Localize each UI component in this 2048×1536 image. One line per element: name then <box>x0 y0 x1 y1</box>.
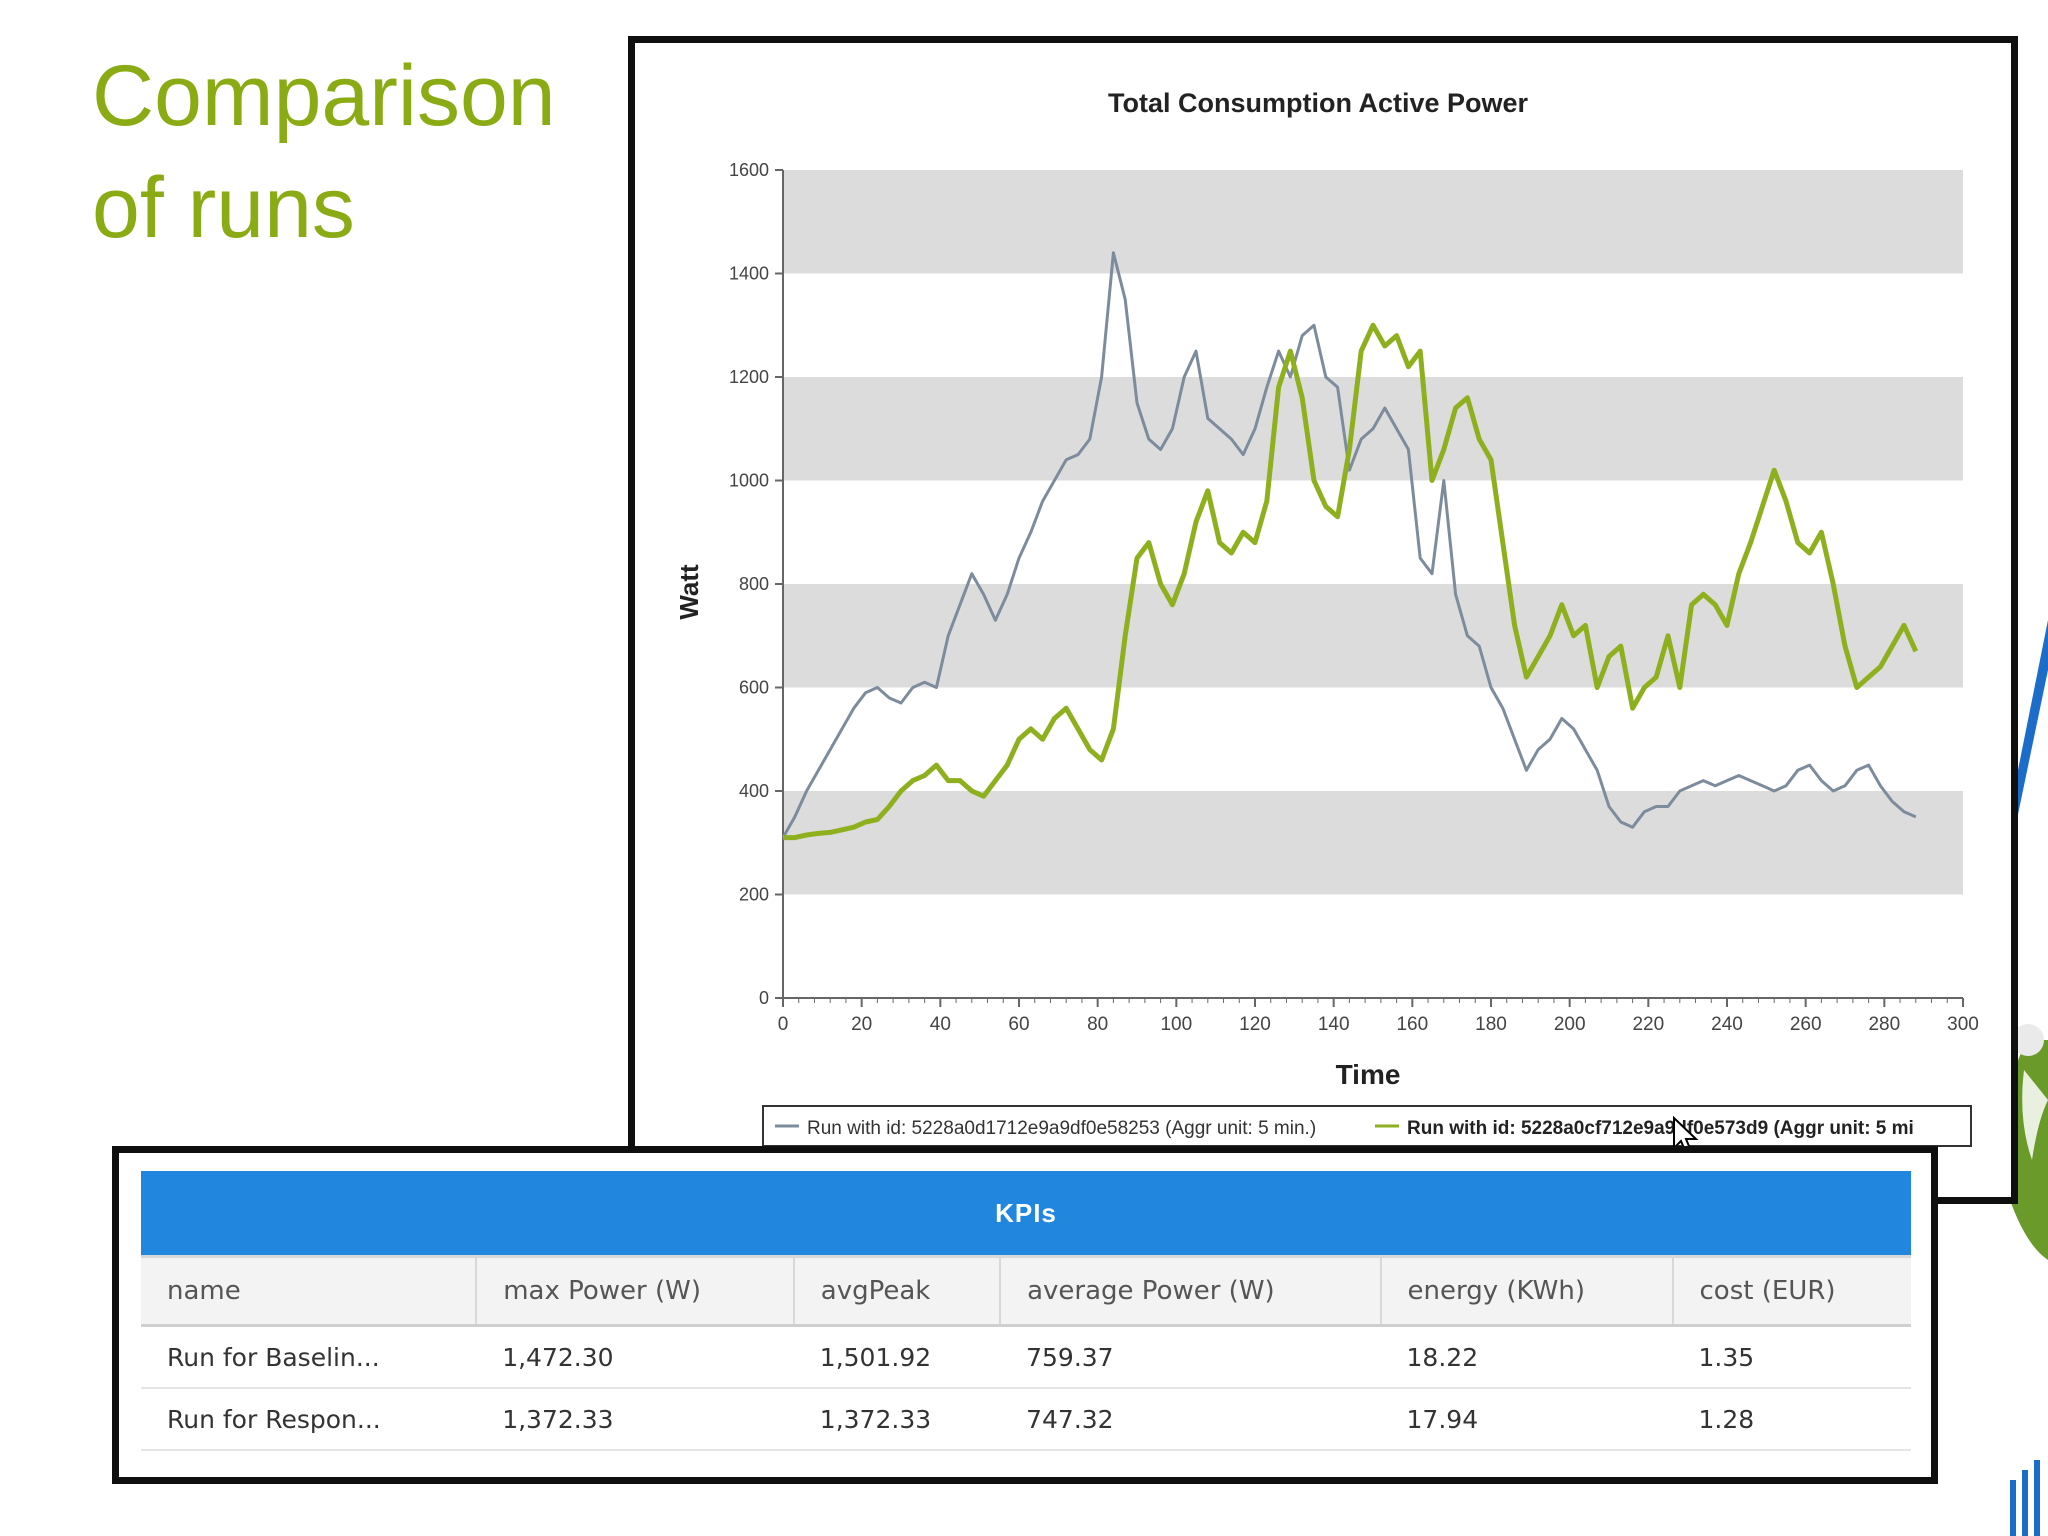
kpi-table-title: KPIs <box>141 1171 1911 1255</box>
y-axis-label: Watt <box>674 564 704 620</box>
legend-item-baseline[interactable]: Run with id: 5228a0d1712e9a9df0e58253 (A… <box>807 1118 1316 1139</box>
x-tick-label: 80 <box>1087 1014 1108 1035</box>
cell-average-power: 747.32 <box>1000 1388 1381 1451</box>
cell-average-power: 759.37 <box>1000 1325 1381 1389</box>
x-tick-label: 300 <box>1947 1014 1979 1035</box>
series-lines <box>781 251 1919 841</box>
column-header-energy[interactable]: energy (KWh) <box>1380 1255 1674 1327</box>
x-tick-label: 260 <box>1790 1014 1822 1035</box>
slide-title-line1: Comparison <box>92 48 556 144</box>
y-tick-label: 1000 <box>729 471 769 491</box>
y-tick-label: 1600 <box>729 160 769 180</box>
cell-energy: 18.22 <box>1380 1325 1673 1389</box>
table-row[interactable]: Run for Respon... 1,372.33 1,372.33 747.… <box>141 1388 1911 1451</box>
cell-max-power: 1,472.30 <box>476 1325 794 1389</box>
decorative-globe-graphic <box>1998 620 2048 1536</box>
x-tick-label: 60 <box>1008 1014 1029 1035</box>
kpi-panel: KPIs name max Power (W) avgPeak average … <box>112 1146 1938 1484</box>
cell-cost: 1.35 <box>1672 1325 1911 1389</box>
slide-title: Comparison of runs <box>92 40 652 264</box>
grid-band <box>783 170 1963 274</box>
series-line-response <box>783 322 1919 841</box>
cell-max-power: 1,372.33 <box>476 1388 794 1451</box>
x-tick-label: 120 <box>1239 1014 1271 1035</box>
chart-panel: Total Consumption Active Power 0 200 400 60… <box>628 36 2018 1204</box>
x-tick-label: 100 <box>1160 1014 1192 1035</box>
column-header-average-power[interactable]: average Power (W) <box>1000 1255 1382 1327</box>
grid-band <box>783 584 1963 688</box>
y-tick-label: 1200 <box>729 367 769 387</box>
cell-name: Run for Respon... <box>141 1388 477 1451</box>
legend-item-response[interactable]: Run with id: 5228a0cf712e9a9df0e573d9 (A… <box>1407 1118 1914 1139</box>
chart-title: Total Consumption Active Power <box>1108 88 1529 118</box>
x-tick-label: 180 <box>1475 1014 1507 1035</box>
y-tick-label: 0 <box>759 988 769 1008</box>
y-tick-label: 600 <box>739 678 769 698</box>
column-header-avg-peak[interactable]: avgPeak <box>793 1255 1002 1327</box>
kpi-table: name max Power (W) avgPeak average Power… <box>141 1255 1911 1451</box>
x-tick-label: 240 <box>1711 1014 1743 1035</box>
slide-title-line2: of runs <box>92 160 355 256</box>
y-tick-label: 800 <box>739 574 769 594</box>
cell-energy: 17.94 <box>1380 1388 1673 1451</box>
table-row[interactable]: Run for Baselin... 1,472.30 1,501.92 759… <box>141 1325 1911 1389</box>
x-tick-label: 200 <box>1554 1014 1586 1035</box>
y-axis-ticks: 0 200 400 600 800 1000 1200 1400 1600 <box>729 160 783 1008</box>
cell-avg-peak: 1,501.92 <box>793 1325 1001 1389</box>
x-axis-ticks: 0 20 40 60 80 100 120 140 160 180 200 220 240 260 280 3… <box>778 998 1979 1035</box>
y-tick-label: 1400 <box>729 264 769 284</box>
cell-name: Run for Baselin... <box>141 1325 477 1389</box>
kpi-header-row: name max Power (W) avgPeak average Power… <box>141 1255 1911 1327</box>
x-tick-label: 160 <box>1396 1014 1428 1035</box>
x-tick-label: 40 <box>930 1014 951 1035</box>
power-line-chart: Total Consumption Active Power 020040060… <box>674 88 1979 1147</box>
x-tick-label: 140 <box>1318 1014 1350 1035</box>
column-header-max-power[interactable]: max Power (W) <box>476 1255 795 1327</box>
y-tick-label: 200 <box>739 885 769 905</box>
x-axis-label: Time <box>1336 1059 1401 1090</box>
grid-band <box>783 791 1963 895</box>
cell-cost: 1.28 <box>1672 1388 1911 1451</box>
x-tick-label: 280 <box>1868 1014 1900 1035</box>
x-tick-label: 220 <box>1632 1014 1664 1035</box>
chart-legend[interactable]: Run with id: 5228a0d1712e9a9df0e58253 (A… <box>762 1105 1972 1147</box>
x-tick-label: 20 <box>851 1014 872 1035</box>
column-header-cost[interactable]: cost (EUR) <box>1672 1255 1911 1327</box>
y-tick-label: 400 <box>739 781 769 801</box>
column-header-name[interactable]: name <box>141 1255 478 1327</box>
series-line-baseline <box>781 251 1917 839</box>
cell-avg-peak: 1,372.33 <box>793 1388 1001 1451</box>
x-tick-label: 0 <box>778 1014 789 1035</box>
